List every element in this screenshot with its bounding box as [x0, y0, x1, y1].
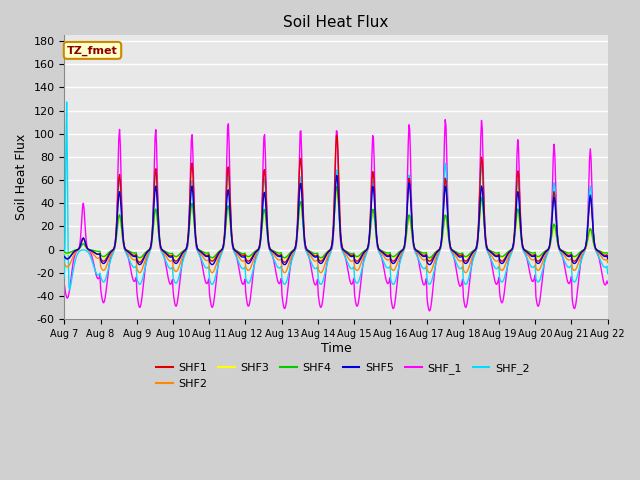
Y-axis label: Soil Heat Flux: Soil Heat Flux: [15, 134, 28, 220]
X-axis label: Time: Time: [321, 342, 351, 355]
Title: Soil Heat Flux: Soil Heat Flux: [284, 15, 388, 30]
Text: TZ_fmet: TZ_fmet: [67, 45, 118, 56]
Legend: SHF1, SHF2, SHF3, SHF4, SHF5, SHF_1, SHF_2: SHF1, SHF2, SHF3, SHF4, SHF5, SHF_1, SHF…: [152, 359, 534, 393]
